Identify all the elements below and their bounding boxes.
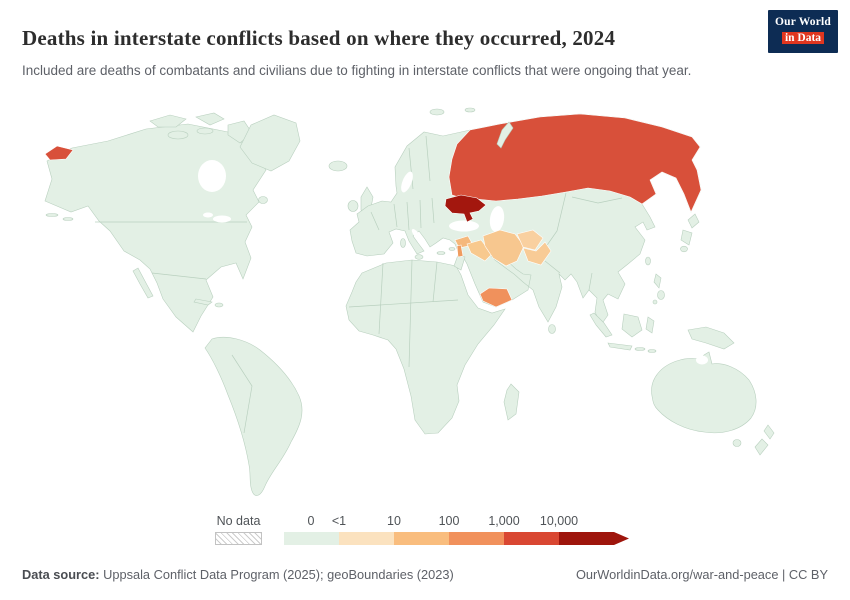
island-cyprus: [448, 247, 456, 251]
arctic-island-1: [149, 114, 187, 128]
island-cuba[interactable]: [193, 298, 213, 306]
island-svalbard: [429, 108, 445, 116]
island-kyushu: [680, 245, 688, 253]
legend-bin-3[interactable]: [449, 532, 504, 545]
chart-subtitle: Included are deaths of combatants and ci…: [22, 62, 692, 78]
owid-logo[interactable]: Our World in Data: [767, 10, 838, 53]
landmass-greenland[interactable]: [239, 114, 301, 172]
island-taiwan[interactable]: [645, 256, 651, 266]
gulf-of-carpentaria: [696, 355, 708, 365]
arctic-island-4: [196, 127, 214, 135]
island-tasmania[interactable]: [732, 439, 742, 447]
island-borneo[interactable]: [621, 313, 643, 338]
legend-no-data[interactable]: No data: [215, 514, 262, 546]
island-sumatra[interactable]: [589, 312, 613, 338]
legend-arrowhead: [614, 532, 629, 545]
baltic-sea: [401, 171, 413, 193]
credit-link[interactable]: OurWorldinData.org/war-and-peace | CC BY: [575, 567, 828, 582]
legend-tick-1: <1: [331, 514, 347, 528]
island-madagascar[interactable]: [503, 383, 520, 421]
island-nz-south[interactable]: [754, 438, 769, 456]
island-sulawesi[interactable]: [645, 316, 655, 334]
island-aleutian-1: [45, 213, 59, 217]
island-hispaniola[interactable]: [214, 302, 224, 308]
great-lakes-2: [203, 212, 213, 218]
island-new-guinea[interactable]: [687, 326, 735, 350]
island-mindanao[interactable]: [657, 290, 665, 300]
country-iran[interactable]: [482, 229, 525, 267]
island-luzon[interactable]: [653, 273, 662, 289]
chart-footer: Data source: Uppsala Conflict Data Progr…: [22, 567, 828, 582]
legend-tick-0: 0: [307, 514, 315, 528]
country-ukraine[interactable]: [444, 194, 487, 223]
landmass-africa[interactable]: [345, 259, 506, 435]
island-franz-josef: [464, 107, 476, 113]
caspian-sea: [489, 206, 505, 232]
island-sri-lanka[interactable]: [548, 324, 556, 334]
world-choropleth-map: [44, 107, 775, 496]
island-hokkaido[interactable]: [687, 213, 700, 229]
landmass-north-america[interactable]: [44, 123, 267, 333]
legend-no-data-swatch[interactable]: [215, 532, 262, 545]
data-source-label: Data source:: [22, 567, 100, 582]
country-afghanistan[interactable]: [516, 229, 544, 251]
black-sea: [449, 220, 479, 232]
map-legend: No data 0 <1 10 100 1,000 10,000: [215, 514, 636, 546]
country-russia-chukotka-wrap[interactable]: [44, 145, 74, 161]
island-crete: [436, 251, 446, 255]
landmass-south-america[interactable]: [204, 336, 303, 496]
island-newfoundland: [258, 196, 268, 204]
owid-logo-line2: in Data: [781, 32, 825, 44]
water-bodies: [198, 160, 708, 365]
great-lakes-1: [213, 215, 231, 223]
island-honshu[interactable]: [680, 229, 693, 246]
island-philippine-small: [652, 299, 658, 305]
hudson-bay: [198, 160, 226, 192]
island-nz-north[interactable]: [763, 424, 775, 440]
island-novaya-zemlya: [496, 121, 514, 149]
landmass-australia[interactable]: [651, 351, 757, 434]
peninsula-baja[interactable]: [132, 267, 154, 299]
legend-bin-1[interactable]: [339, 532, 394, 545]
country-iraq[interactable]: [466, 239, 493, 262]
legend-colorbar: 0 <1 10 100 1,000 10,000: [284, 514, 636, 546]
island-ireland[interactable]: [347, 200, 359, 212]
highlighted-countries: [44, 113, 702, 308]
legend-tick-2: 10: [387, 514, 401, 528]
legend-bin-5[interactable]: [559, 532, 614, 545]
legend-bin-2[interactable]: [394, 532, 449, 545]
legend-bin-0[interactable]: [284, 532, 339, 545]
island-java[interactable]: [607, 342, 633, 351]
legend-segments: [284, 532, 629, 545]
page-title: Deaths in interstate conflicts based on …: [22, 26, 616, 51]
data-source-text: Uppsala Conflict Data Program (2025); ge…: [103, 567, 454, 582]
arctic-island-3: [167, 130, 189, 140]
island-lesser-sunda-1: [634, 347, 646, 351]
adriatic-sea: [411, 229, 421, 239]
country-pakistan[interactable]: [522, 241, 552, 266]
legend-tick-5: 10,000: [539, 514, 579, 528]
legend-tick-3: 100: [438, 514, 460, 528]
country-israel-lebanon[interactable]: [456, 244, 464, 258]
island-sicily: [414, 254, 424, 260]
island-sardinia: [400, 238, 406, 248]
legend-bin-4[interactable]: [504, 532, 559, 545]
owid-logo-line1: Our World: [774, 16, 831, 28]
island-lesser-sunda-2: [647, 349, 657, 353]
arctic-island-2: [195, 112, 225, 126]
country-yemen[interactable]: [479, 287, 513, 308]
island-iceland[interactable]: [328, 160, 348, 172]
island-aleutian-2: [62, 217, 74, 221]
data-source: Data source: Uppsala Conflict Data Progr…: [22, 567, 454, 582]
legend-no-data-label: No data: [216, 514, 261, 528]
legend-tick-4: 1,000: [488, 514, 520, 528]
country-russia[interactable]: [448, 113, 702, 213]
islands-overlay: [400, 107, 514, 260]
